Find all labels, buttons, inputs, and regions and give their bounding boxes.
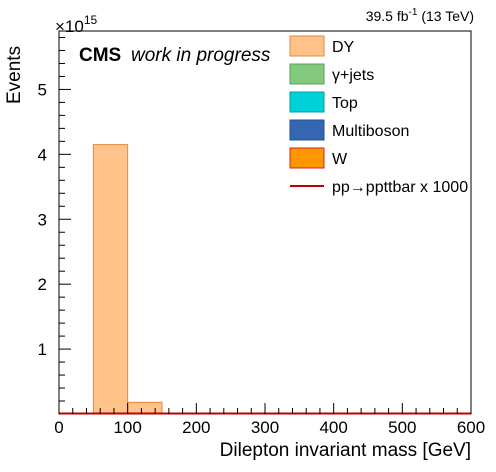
x-axis-title: Dilepton invariant mass [GeV] [220,440,471,461]
y-tick-label-3: 4 [38,145,47,164]
y-axis-multiplier: ×1015 [55,13,98,36]
histogram-bar-0 [92,144,129,415]
y-tick-label-4: 5 [38,80,47,99]
legend-swatch-4 [289,147,325,169]
histogram-bins [92,144,232,415]
legend-label-2: Top [332,95,358,112]
work-in-progress-label: work in progress [131,45,271,66]
luminosity-label: 39.5 fb-1 (13 TeV) [366,7,474,24]
x-axis-ticks: 0 100 200 300 400 500 600 [54,403,485,437]
x-tick-label-6: 600 [457,418,485,437]
y-axis-ticks: 1 2 3 4 5 [38,36,71,402]
y-axis-title: Events [4,46,25,104]
x-tick-label-3: 300 [251,418,279,437]
y-tick-label-2: 3 [38,210,47,229]
x-tick-label-0: 0 [54,418,63,437]
legend-swatch-0 [289,35,325,57]
legend-label-0: DY [332,39,355,56]
legend-label-3: Multiboson [332,123,409,140]
y-tick-label-0: 1 [38,340,47,359]
legend-swatch-3 [289,119,325,141]
x-tick-label-4: 400 [319,418,347,437]
legend-swatch-1 [289,63,325,85]
y-tick-label-1: 2 [38,275,47,294]
legend-swatch-2 [289,91,325,113]
x-tick-label-5: 500 [388,418,416,437]
legend-label-4: W [332,151,348,168]
x-tick-label-1: 100 [113,418,141,437]
histogram-bar-1 [127,401,163,415]
legend-label-1: γ+jets [332,67,374,84]
cms-label: CMS [79,45,121,66]
x-tick-label-2: 200 [182,418,210,437]
legend: DY γ+jets Top Multiboson Wpp→ppttbar x 1000 [289,35,468,196]
legend-label-5: pp→ppttbar x 1000 [332,179,468,196]
